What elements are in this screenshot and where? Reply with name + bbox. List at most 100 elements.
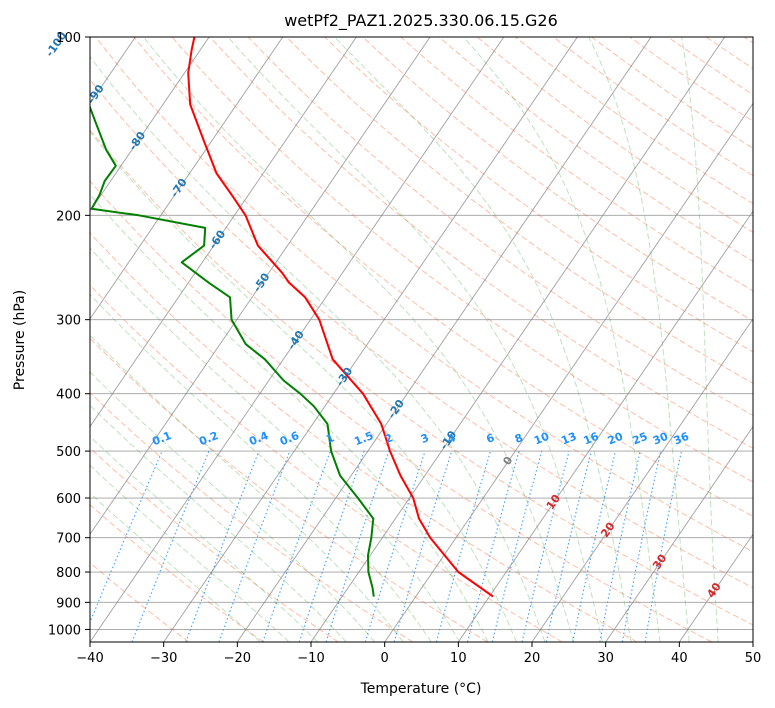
moist-adiabat-line (143, 37, 575, 642)
mixing-ratio-line (218, 450, 291, 642)
y-tick-label: 700 (56, 532, 81, 547)
mixing-ratio-label: 30 (651, 430, 670, 448)
y-axis: 100 200 300 400 500 600 700 800 900 1000 (48, 31, 90, 638)
moist-adiabat-line (90, 131, 517, 642)
isotherm-line (605, 425, 753, 642)
dry-adiabat-line (90, 284, 563, 642)
dewpoint-line (90, 104, 375, 597)
y-tick-label: 100 (56, 31, 81, 46)
isotherm-line (531, 318, 753, 642)
isotherm-line (457, 210, 753, 642)
moist-adiabat-line (90, 464, 290, 642)
chart-title: wetPf2_PAZ1.2025.330.06.15.G26 (284, 11, 558, 31)
x-tick-label: −40 (76, 651, 103, 666)
dry-adiabat-line (90, 129, 753, 626)
isotherm-line (384, 102, 753, 642)
mixing-ratio-line (521, 450, 570, 642)
mixing-ratio-label: 3 (419, 431, 431, 446)
mixing-ratio-line (435, 450, 492, 642)
y-axis-label: Pressure (hPa) (12, 290, 28, 390)
mixing-ratio-label: 10 (532, 430, 551, 448)
dry-adiabat-line (90, 180, 712, 642)
dry-adiabat-line (400, 37, 753, 292)
dry-adiabat-line (209, 37, 753, 449)
mixing-ratio-label: 2 (383, 431, 395, 446)
isobars (90, 37, 753, 630)
isotherm-line (90, 37, 284, 320)
y-tick-label: 500 (56, 445, 81, 460)
plot-background (90, 37, 753, 642)
x-tick-label: 20 (524, 651, 541, 666)
dry-adiabat-line (90, 562, 190, 642)
background-lines (0, 37, 753, 642)
isotherm-line (0, 37, 62, 642)
y-tick-label: 800 (56, 566, 81, 581)
mixing-ratio-line (131, 450, 210, 642)
moist-adiabat-line (90, 193, 489, 642)
mixing-ratio-label: 36 (672, 430, 691, 448)
mixing-ratio-label: 8 (513, 431, 525, 446)
mixing-ratio-label: 25 (630, 430, 649, 448)
isotherm-line (90, 37, 505, 642)
x-tick-label: 0 (381, 651, 389, 666)
moist-adiabat-line (90, 334, 404, 642)
dry-adiabat-line (247, 37, 753, 417)
isotherm-line (310, 37, 726, 642)
mixing-ratio-label: 1 (324, 431, 336, 446)
plot-frame (89, 36, 754, 643)
moist-adiabat-line (588, 37, 690, 642)
mixing-ratio-line (466, 450, 520, 642)
mixing-ratio-label: 20 (606, 430, 625, 448)
moist-adiabat-line (90, 371, 376, 642)
dry-adiabat-line (90, 78, 753, 589)
x-tick-label: −30 (150, 651, 177, 666)
y-tick-label: 200 (56, 209, 81, 224)
x-tick-label: 40 (671, 651, 688, 666)
dry-adiabats (90, 37, 753, 642)
y-tick-label: 600 (56, 492, 81, 507)
mixing-ratio-line (572, 450, 617, 642)
data-series (90, 37, 494, 598)
x-tick-label: 30 (597, 651, 614, 666)
mixing-ratio-line (325, 450, 390, 642)
isotherm-line (163, 37, 578, 642)
moist-adiabat-line (90, 55, 546, 642)
moist-adiabat-line (463, 37, 661, 642)
temperature-line (187, 37, 494, 598)
mixing-ratio-label: 13 (559, 430, 578, 448)
x-tick-label: 50 (745, 651, 762, 666)
y-tick-label: 900 (56, 596, 81, 611)
y-tick-label: 400 (56, 388, 81, 403)
x-axis: −40 −30 −20 −10 0 10 20 30 40 50 (76, 642, 761, 666)
moist-adiabat-line (90, 293, 432, 642)
x-tick-label: 10 (450, 651, 467, 666)
moist-adiabats (90, 37, 719, 642)
moist-adiabat-line (334, 37, 632, 642)
dry-adiabat-line (90, 232, 638, 642)
mixing-ratio-label: 16 (582, 430, 601, 448)
isotherm-line (90, 37, 210, 212)
dry-adiabat-line (133, 37, 753, 517)
moist-adiabat-line (90, 404, 347, 642)
mixing-ratio-line (298, 450, 365, 642)
y-tick-label: 1000 (48, 623, 81, 638)
mixing-ratio-line (545, 450, 592, 642)
isotherm-line (236, 37, 652, 642)
moist-adiabat-line (90, 492, 261, 642)
isotherm-line (752, 641, 753, 642)
isotherm-line (678, 533, 753, 642)
dry-adiabat-line (324, 37, 753, 353)
x-tick-label: −10 (297, 651, 324, 666)
x-axis-label: Temperature (°C) (360, 681, 482, 697)
mixing-ratio-line (90, 450, 163, 624)
moist-adiabat-line (681, 37, 719, 642)
mixing-ratio-line (364, 450, 426, 642)
y-tick-label: 300 (56, 314, 81, 329)
mixing-ratio-line (185, 450, 260, 642)
x-tick-label: −20 (224, 651, 251, 666)
isotherm-line (90, 37, 431, 536)
moist-adiabat-line (90, 247, 461, 642)
mixing-ratio-line (262, 450, 331, 642)
isotherm-line (90, 37, 357, 428)
